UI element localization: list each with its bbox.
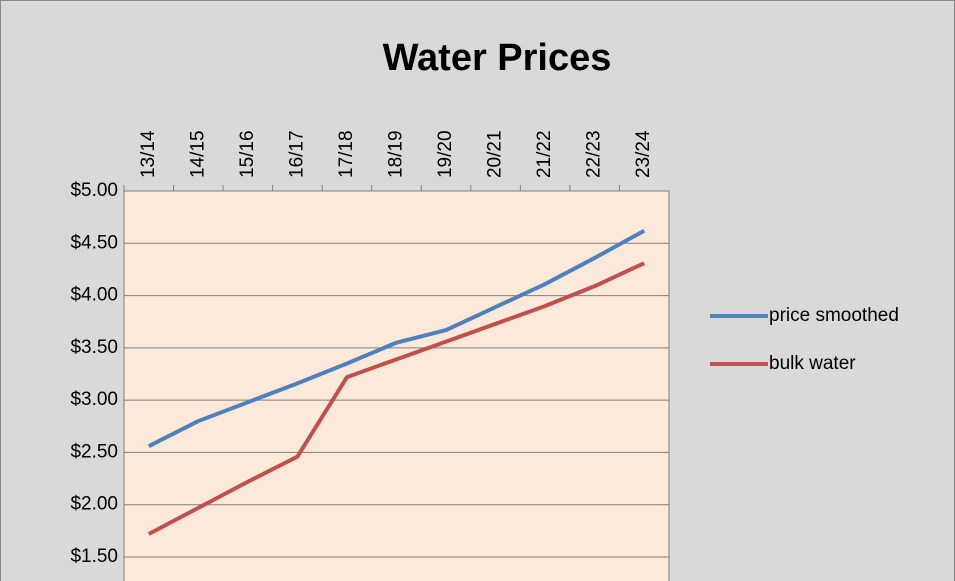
- x-tick-label: 21/22: [534, 130, 555, 178]
- legend-label: bulk water: [769, 353, 856, 374]
- x-tick-label: 15/16: [237, 130, 258, 178]
- series-line: [147, 228, 646, 448]
- x-tick-label: 16/17: [286, 130, 307, 178]
- y-tick-label: $5.00: [70, 180, 118, 201]
- x-tick-label: 22/23: [584, 130, 605, 178]
- x-tick-label: 18/19: [386, 130, 407, 178]
- x-tick-label: 17/18: [336, 130, 357, 178]
- x-tick-label: 23/24: [633, 130, 654, 178]
- y-tick-label: $4.50: [70, 232, 118, 253]
- y-tick-label: $2.00: [70, 494, 118, 515]
- y-tick-label: $3.00: [70, 389, 118, 410]
- y-tick-label: $4.00: [70, 285, 118, 306]
- series-line: [147, 261, 646, 536]
- x-tick-label: 19/20: [435, 130, 456, 178]
- y-tick-label: $2.50: [70, 441, 118, 462]
- x-tick-label: 13/14: [138, 130, 159, 178]
- x-tick-label: 20/21: [485, 130, 506, 178]
- legend-label: price smoothed: [769, 305, 899, 326]
- y-tick-label: $3.50: [70, 337, 118, 358]
- x-tick-label: 14/15: [187, 130, 208, 178]
- plot-area: [123, 190, 670, 581]
- y-tick-label: $1.50: [70, 546, 118, 567]
- chart-title: Water Prices: [383, 37, 612, 79]
